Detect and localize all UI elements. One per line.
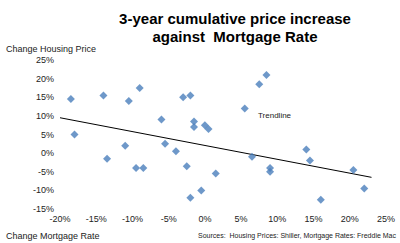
svg-text:-20%: -20% [49,214,70,224]
svg-text:-5%: -5% [161,214,177,224]
svg-text:3-year cumulative price increa: 3-year cumulative price increase [119,10,351,27]
svg-text:5%: 5% [235,214,248,224]
svg-text:-10%: -10% [122,214,143,224]
svg-text:15%: 15% [305,214,323,224]
svg-text:20%: 20% [341,214,359,224]
svg-text:-5%: -5% [38,167,54,177]
svg-text:Trendline: Trendline [258,111,292,120]
svg-text:10%: 10% [36,111,54,121]
svg-text:10%: 10% [268,214,286,224]
svg-text:5%: 5% [41,130,54,140]
svg-text:25%: 25% [36,55,54,65]
svg-text:15%: 15% [36,92,54,102]
svg-text:-15%: -15% [33,204,54,214]
svg-text:-15%: -15% [86,214,107,224]
svg-text:-10%: -10% [33,185,54,195]
svg-text:20%: 20% [36,74,54,84]
svg-text:0%: 0% [198,214,211,224]
svg-text:25%: 25% [377,214,395,224]
svg-text:Change Housing Price: Change Housing Price [6,44,96,54]
svg-text:0%: 0% [41,148,54,158]
svg-text:against Mortgage Rate: against Mortgage Rate [152,28,317,45]
svg-text:Sources: Housing Prices: Shil: Sources: Housing Prices: Shiller, Mortga… [198,232,397,240]
svg-text:Change Mortgage Rate: Change Mortgage Rate [6,231,100,241]
